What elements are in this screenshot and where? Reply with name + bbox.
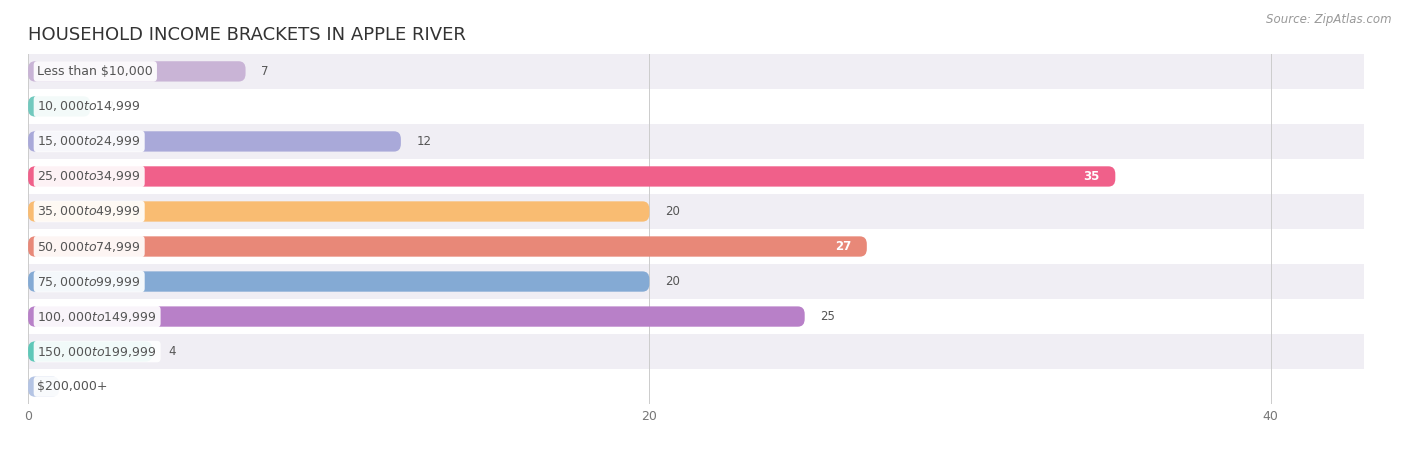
Text: 12: 12 <box>416 135 432 148</box>
Bar <box>0 194 1406 229</box>
FancyBboxPatch shape <box>28 201 650 222</box>
Bar <box>0 264 1406 299</box>
Text: $200,000+: $200,000+ <box>38 380 108 393</box>
Bar <box>0 159 1406 194</box>
Bar <box>0 124 1406 159</box>
Bar <box>0 299 1406 334</box>
Bar <box>0 229 1406 264</box>
FancyBboxPatch shape <box>28 96 90 117</box>
Bar <box>0 334 1406 369</box>
Bar <box>0 89 1406 124</box>
FancyBboxPatch shape <box>28 131 401 152</box>
Bar <box>0 54 1406 89</box>
FancyBboxPatch shape <box>28 271 650 292</box>
FancyBboxPatch shape <box>28 376 59 397</box>
FancyBboxPatch shape <box>28 236 868 257</box>
Text: 4: 4 <box>167 345 176 358</box>
Text: $50,000 to $74,999: $50,000 to $74,999 <box>38 239 141 254</box>
Text: 2: 2 <box>105 100 114 113</box>
Text: $15,000 to $24,999: $15,000 to $24,999 <box>38 134 141 149</box>
Text: 27: 27 <box>835 240 851 253</box>
Text: HOUSEHOLD INCOME BRACKETS IN APPLE RIVER: HOUSEHOLD INCOME BRACKETS IN APPLE RIVER <box>28 26 465 44</box>
FancyBboxPatch shape <box>28 61 246 82</box>
FancyBboxPatch shape <box>28 306 804 327</box>
Text: 35: 35 <box>1084 170 1099 183</box>
Text: 7: 7 <box>262 65 269 78</box>
Text: $10,000 to $14,999: $10,000 to $14,999 <box>38 99 141 114</box>
Text: 20: 20 <box>665 275 679 288</box>
Text: $75,000 to $99,999: $75,000 to $99,999 <box>38 274 141 289</box>
Text: $100,000 to $149,999: $100,000 to $149,999 <box>38 309 157 324</box>
Text: $25,000 to $34,999: $25,000 to $34,999 <box>38 169 141 184</box>
Text: 1: 1 <box>75 380 82 393</box>
FancyBboxPatch shape <box>28 341 152 362</box>
FancyBboxPatch shape <box>28 166 1115 187</box>
Text: $150,000 to $199,999: $150,000 to $199,999 <box>38 344 157 359</box>
Text: Less than $10,000: Less than $10,000 <box>38 65 153 78</box>
Bar <box>0 369 1406 404</box>
Text: 25: 25 <box>820 310 835 323</box>
Text: Source: ZipAtlas.com: Source: ZipAtlas.com <box>1267 13 1392 26</box>
Text: 20: 20 <box>665 205 679 218</box>
Text: $35,000 to $49,999: $35,000 to $49,999 <box>38 204 141 219</box>
